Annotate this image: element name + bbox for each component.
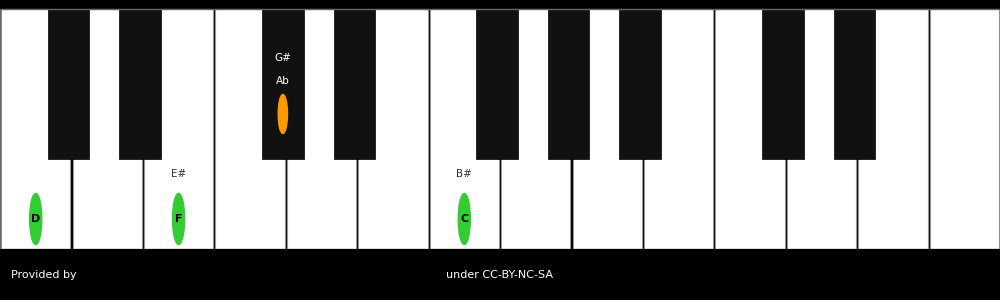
Bar <box>262 9 304 159</box>
Circle shape <box>30 194 42 244</box>
Bar <box>834 9 875 159</box>
Bar <box>430 9 499 249</box>
Text: Ab: Ab <box>276 76 290 86</box>
Bar <box>501 9 570 249</box>
Text: B#: B# <box>456 169 472 179</box>
Text: C: C <box>460 214 468 224</box>
Bar <box>144 9 213 249</box>
Bar <box>762 9 804 159</box>
Bar <box>715 9 785 249</box>
Bar <box>858 9 928 249</box>
Bar <box>334 9 375 159</box>
Bar <box>476 9 518 159</box>
Bar <box>930 9 999 249</box>
Bar <box>72 9 142 249</box>
Text: under CC-BY-NC-SA: under CC-BY-NC-SA <box>446 269 554 280</box>
Circle shape <box>278 94 288 134</box>
Text: F: F <box>175 214 182 224</box>
Text: Provided by: Provided by <box>11 269 76 280</box>
Bar <box>644 9 713 249</box>
Bar <box>0 9 1000 249</box>
Bar <box>358 9 428 249</box>
Bar <box>215 9 285 249</box>
Text: D: D <box>31 214 40 224</box>
Bar <box>548 9 589 159</box>
Text: E#: E# <box>171 169 186 179</box>
Bar <box>0 249 1000 300</box>
Text: G#: G# <box>274 53 291 64</box>
Circle shape <box>173 194 185 244</box>
Circle shape <box>458 194 470 244</box>
Bar <box>573 9 642 249</box>
Bar <box>1 9 70 249</box>
Bar <box>787 9 856 249</box>
Bar <box>287 9 356 249</box>
Bar <box>119 9 161 159</box>
Bar <box>48 9 89 159</box>
Bar <box>619 9 661 159</box>
